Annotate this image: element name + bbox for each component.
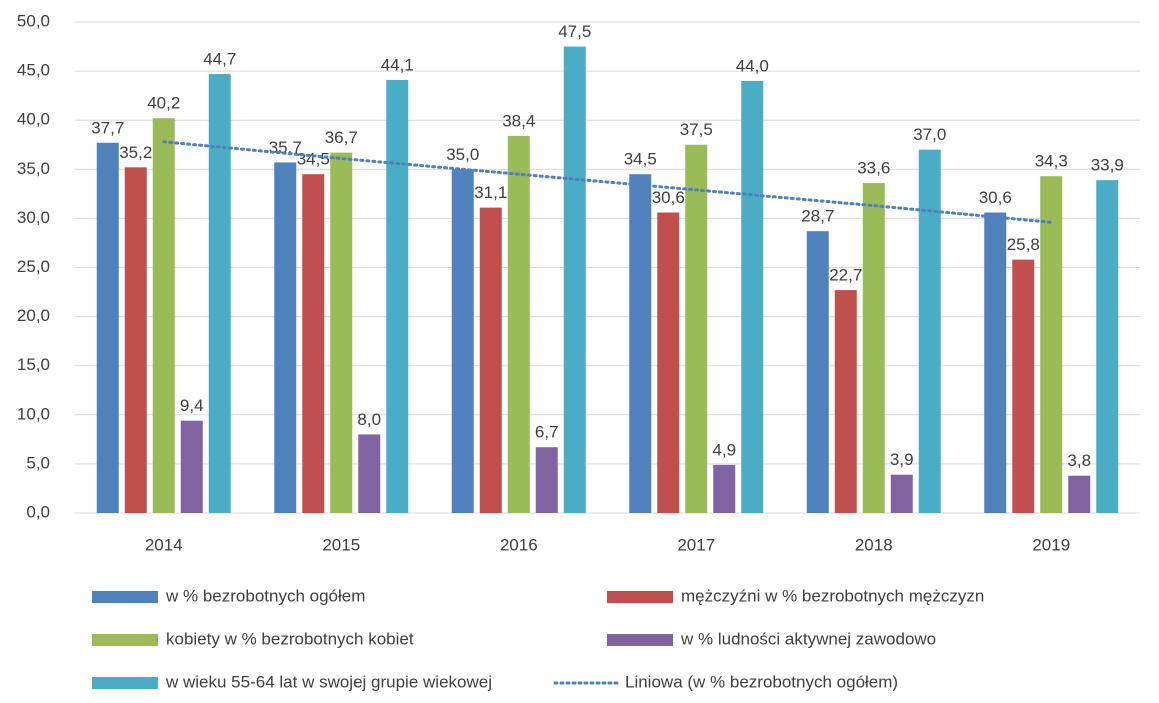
bar xyxy=(862,183,885,513)
y-tick-label: 35,0 xyxy=(17,159,50,178)
data-label: 44,7 xyxy=(203,50,236,69)
bar xyxy=(535,447,558,513)
data-label: 35,2 xyxy=(119,143,152,162)
legend-label: mężczyźni w % bezrobotnych mężczyzn xyxy=(681,586,984,605)
data-label: 8,0 xyxy=(357,410,381,429)
data-label: 30,6 xyxy=(652,188,685,207)
bar xyxy=(152,118,175,514)
bar xyxy=(479,207,502,513)
data-label: 30,6 xyxy=(979,188,1012,207)
data-label: 37,5 xyxy=(680,120,713,139)
legend-swatch xyxy=(607,634,673,646)
data-label: 44,1 xyxy=(381,55,414,74)
bar xyxy=(806,231,829,513)
data-label: 44,0 xyxy=(736,56,769,75)
bar xyxy=(918,149,941,513)
legend-swatch xyxy=(92,677,158,689)
bar xyxy=(330,152,353,513)
legend-label: kobiety w % bezrobotnych kobiet xyxy=(166,629,414,648)
data-label: 37,7 xyxy=(91,118,124,137)
data-label: 34,5 xyxy=(297,150,330,169)
legend-label: w % ludności aktywnej zawodowo xyxy=(680,629,936,648)
bar xyxy=(96,142,119,513)
data-label: 22,7 xyxy=(829,266,862,285)
data-label: 3,9 xyxy=(890,450,914,469)
legend-label: Liniowa (w % bezrobotnych ogółem) xyxy=(625,672,898,691)
legend-label: w % bezrobotnych ogółem xyxy=(165,586,365,605)
bar xyxy=(451,169,474,514)
x-tick-label: 2017 xyxy=(677,535,715,554)
bar xyxy=(1012,259,1035,513)
bar xyxy=(629,174,652,513)
legend-swatch xyxy=(92,634,158,646)
bar xyxy=(984,212,1007,513)
x-tick-label: 2019 xyxy=(1032,535,1070,554)
trend-line xyxy=(162,140,1053,224)
data-label: 33,6 xyxy=(857,159,890,178)
data-label: 37,0 xyxy=(913,125,946,144)
bar xyxy=(1096,180,1119,514)
x-tick-label: 2018 xyxy=(855,535,893,554)
data-label: 9,4 xyxy=(180,396,204,415)
y-tick-label: 5,0 xyxy=(26,453,50,472)
bar xyxy=(713,464,736,513)
bar xyxy=(180,420,203,513)
bar xyxy=(274,162,297,513)
x-tick-label: 2015 xyxy=(322,535,360,554)
legend-swatch xyxy=(607,591,673,603)
y-tick-label: 10,0 xyxy=(17,404,50,423)
x-tick-label: 2014 xyxy=(145,535,183,554)
bar xyxy=(657,212,680,513)
data-label: 34,5 xyxy=(624,150,657,169)
data-label: 35,0 xyxy=(446,145,479,164)
bar xyxy=(890,474,913,513)
legend-swatch xyxy=(92,591,158,603)
data-label: 25,8 xyxy=(1007,235,1040,254)
y-tick-label: 40,0 xyxy=(17,110,50,129)
bar xyxy=(386,79,409,514)
data-label: 4,9 xyxy=(712,440,736,459)
data-label: 33,9 xyxy=(1091,156,1124,175)
y-tick-label: 0,0 xyxy=(26,502,50,521)
data-label: 6,7 xyxy=(535,423,559,442)
bar xyxy=(208,74,231,514)
data-label: 47,5 xyxy=(558,22,591,41)
bar xyxy=(507,135,530,514)
y-tick-label: 25,0 xyxy=(17,257,50,276)
y-tick-label: 50,0 xyxy=(17,11,50,30)
bar xyxy=(1040,176,1063,513)
bar xyxy=(302,174,325,513)
legend-label: w wieku 55-64 lat w swojej grupie wiekow… xyxy=(165,672,492,691)
data-label: 3,8 xyxy=(1067,451,1091,470)
y-tick-label: 45,0 xyxy=(17,61,50,80)
data-label: 31,1 xyxy=(474,183,507,202)
y-tick-label: 20,0 xyxy=(17,306,50,325)
bar xyxy=(563,46,586,514)
bar xyxy=(834,290,857,513)
bar xyxy=(124,167,147,513)
x-tick-label: 2016 xyxy=(500,535,538,554)
data-label: 38,4 xyxy=(502,111,535,130)
bar xyxy=(741,80,764,514)
bar xyxy=(1068,475,1091,513)
data-label: 28,7 xyxy=(801,207,834,226)
data-label: 36,7 xyxy=(325,128,358,147)
bar xyxy=(685,144,708,513)
y-tick-label: 15,0 xyxy=(17,355,50,374)
data-label: 34,3 xyxy=(1035,152,1068,171)
y-tick-label: 30,0 xyxy=(17,208,50,227)
data-label: 40,2 xyxy=(147,94,180,113)
bar xyxy=(358,434,381,513)
